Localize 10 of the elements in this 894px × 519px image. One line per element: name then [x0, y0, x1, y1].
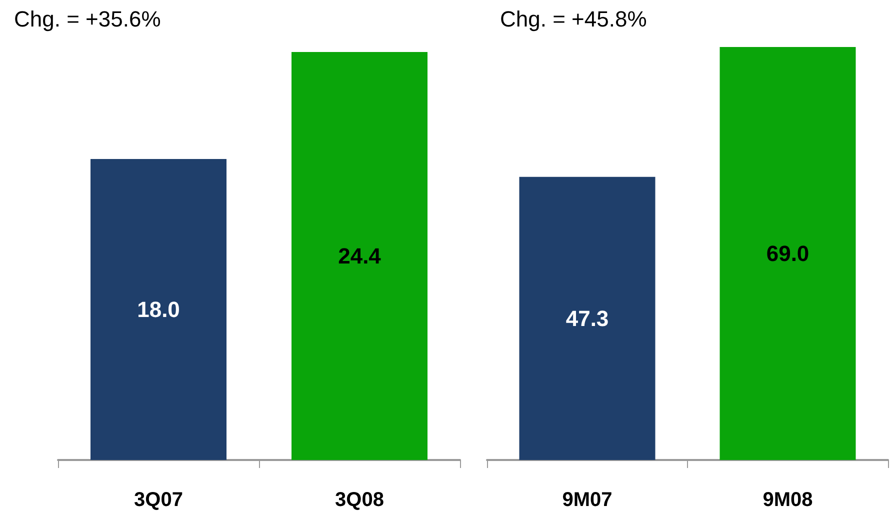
x-tick-label: 3Q07	[134, 489, 183, 511]
x-tick-label: 9M07	[562, 489, 612, 511]
text: Chg. = +35.6%	[14, 6, 161, 32]
data-label: 69.0	[766, 241, 810, 266]
text: Chg. = +45.8%	[500, 6, 647, 32]
data-label: 47.3	[566, 306, 609, 331]
data-label: 18.0	[137, 297, 180, 322]
x-tick-label: 3Q08	[335, 489, 384, 511]
x-tick-label: 9M08	[762, 489, 813, 511]
data-label: 24.4	[338, 244, 382, 268]
